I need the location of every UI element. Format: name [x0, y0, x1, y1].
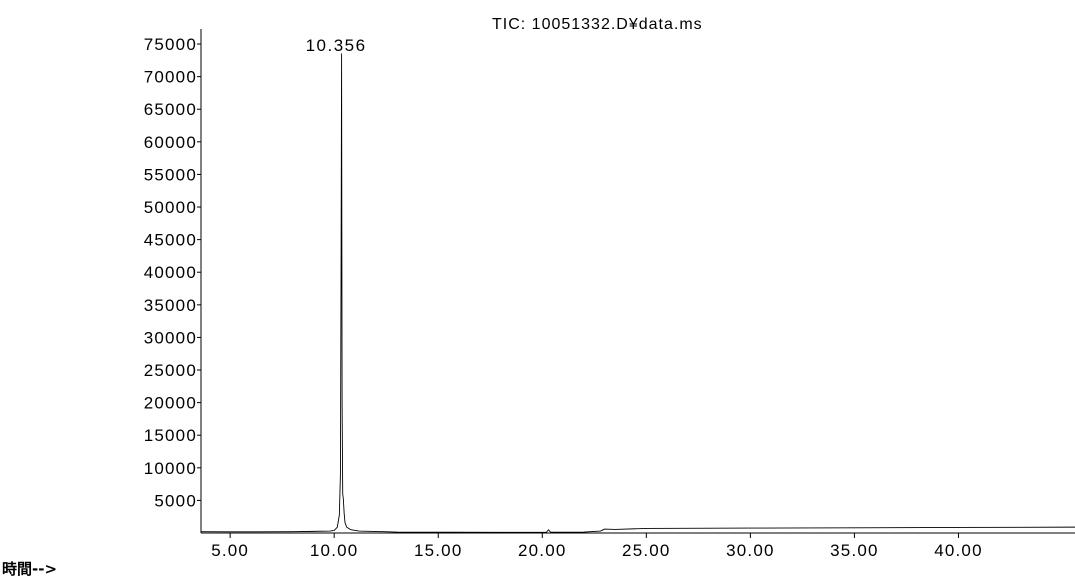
- x-tick-label: 5.00: [211, 541, 249, 560]
- y-tick-label: 60000: [144, 133, 197, 152]
- x-tick-label: 35.00: [830, 541, 879, 560]
- x-tick-label: 10.00: [310, 541, 359, 560]
- x-axis: 5.00 10.00 15.00 20.00 25.00 30.00 35.00 40.00: [201, 532, 1075, 560]
- x-tick-label: 20.00: [518, 541, 567, 560]
- y-tick-label: 75000: [144, 35, 197, 54]
- tic-series-line: [200, 53, 1075, 533]
- series-layer: [200, 53, 1075, 533]
- peak-label: 10.356: [306, 36, 367, 55]
- y-tick-label: 70000: [144, 68, 197, 87]
- y-tick-label: 65000: [144, 100, 197, 119]
- y-axis: 5000 10000 15000 20000 25000 30000 35000 40000 4…: [144, 29, 202, 533]
- y-tick-label: 40000: [144, 263, 197, 282]
- y-tick-label: 35000: [144, 296, 197, 315]
- x-tick-label: 15.00: [414, 541, 463, 560]
- x-axis-label: 時間-->: [2, 560, 57, 578]
- y-tick-label: 15000: [144, 426, 197, 445]
- y-tick-label: 50000: [144, 198, 197, 217]
- x-tick-label: 40.00: [934, 541, 983, 560]
- y-tick-label: 30000: [144, 328, 197, 347]
- chart-title: TIC: 10051332.D¥data.ms: [492, 16, 703, 33]
- x-tick-label: 30.00: [726, 541, 775, 560]
- y-tick-label: 55000: [144, 165, 197, 184]
- y-tick-label: 45000: [144, 231, 197, 250]
- y-tick-label: 25000: [144, 361, 197, 380]
- x-tick-label: 25.00: [622, 541, 671, 560]
- peak-label-layer: 10.356: [306, 36, 367, 55]
- y-tick-label: 5000: [154, 491, 197, 510]
- y-tick-label: 10000: [144, 459, 197, 478]
- y-tick-label: 20000: [144, 394, 197, 413]
